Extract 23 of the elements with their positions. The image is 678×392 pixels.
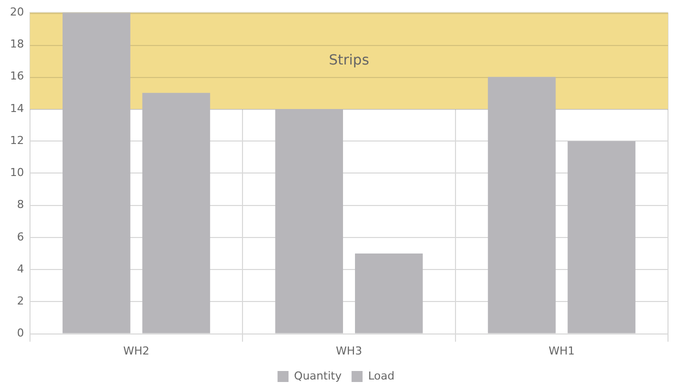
y-tick-label: 6 [16,230,24,244]
y-tick-label: 0 [16,326,24,340]
bar [488,76,556,334]
y-tick-label: 12 [10,134,24,147]
legend-label: Quantity [294,369,342,382]
y-tick-label: 18 [10,38,24,51]
bar [62,12,130,334]
x-tick-label: WH3 [336,344,362,358]
bar [354,254,423,334]
bar [142,92,210,334]
y-tick-label: 8 [16,198,24,212]
x-tick-label: WH2 [123,344,150,358]
y-tick-label: 10 [10,166,24,180]
band-label: Strips [328,52,370,68]
y-tick-label: 20 [10,5,24,18]
legend-label: Load [368,369,394,382]
y-tick-label: 16 [10,70,24,83]
y-tick-label: 14 [10,102,24,115]
bar [568,141,636,334]
y-tick-label: 4 [16,262,24,276]
bar [275,108,344,334]
y-tick-label: 2 [16,294,24,308]
x-tick-label: WH1 [548,344,575,358]
